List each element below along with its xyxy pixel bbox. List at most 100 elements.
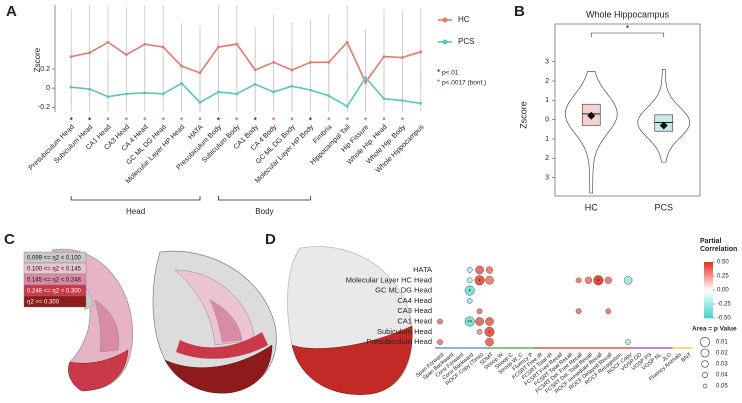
size-legend-label: 0.05: [716, 384, 728, 390]
significance-star: *: [401, 115, 405, 125]
bubble: [464, 285, 475, 296]
violin: [637, 69, 691, 163]
colorbar-segment: [704, 272, 713, 275]
series-point: [345, 40, 349, 44]
series-point: [419, 102, 423, 105]
size-legend-circle: [699, 336, 711, 348]
colorbar-tick-label: 0.25: [717, 274, 729, 280]
row-label: Molecular Layer HC Head: [346, 275, 432, 284]
series-point: [401, 56, 404, 59]
brain-rendering-d: [287, 246, 413, 395]
group-label: Body: [255, 207, 273, 216]
bubble: [437, 339, 443, 345]
chart-title: Whole Hippocampus: [586, 9, 670, 19]
bubble: [476, 308, 483, 315]
series-point: [309, 88, 312, 92]
legend-label: 0.145 <= η2 < 0.248: [27, 277, 82, 283]
row-label: CA3 Head: [397, 306, 432, 315]
plot-area: [69, 5, 423, 112]
row-label: GC ML DG Head: [375, 286, 432, 295]
significance-star: *: [345, 115, 349, 125]
size-legend-circle: [701, 360, 709, 368]
series-point: [161, 45, 165, 49]
column-label: BNT: [680, 352, 693, 364]
size-legend-label: 0.04: [716, 373, 728, 379]
significance-legend-symbol: *: [437, 68, 440, 77]
colorbar-segment: [704, 284, 713, 287]
bubble-star: *: [488, 331, 491, 337]
legend-swatch-point: [442, 17, 448, 23]
legend-swatch-point: [442, 39, 448, 45]
bubble: [474, 275, 485, 286]
series-point: [401, 99, 404, 102]
panel-label: C: [4, 231, 15, 248]
column-label: JLO: [661, 352, 673, 364]
colorbar-segment: [704, 298, 713, 301]
y-tick-label: 0.2: [40, 66, 50, 73]
y-tick-label: 0: [545, 116, 549, 123]
significance-star: *: [69, 115, 73, 125]
bubble-star: *: [597, 279, 600, 285]
group-label: Head: [126, 207, 145, 216]
significance-star: *: [253, 115, 257, 125]
colorbar-segment: [704, 276, 713, 279]
y-tick-label: 3: [545, 174, 549, 181]
mean-diamond: [587, 111, 596, 120]
series-point: [345, 104, 349, 108]
series-point: [382, 55, 386, 58]
series-point: [69, 85, 73, 89]
series-point: [143, 91, 147, 95]
series-point: [180, 81, 184, 85]
series-point: [106, 40, 110, 44]
series-point: [217, 90, 220, 94]
y-tick-label: 0: [46, 85, 50, 92]
panel-label: D: [265, 231, 276, 248]
series-line: [71, 40, 422, 84]
colorbar-segment: [704, 302, 713, 305]
legend-swatch: [23, 295, 87, 308]
significance-star: *: [106, 115, 110, 125]
series-point: [272, 60, 275, 64]
legend-label: η2 >= 0.300: [27, 299, 60, 305]
colorbar-segment: [704, 280, 713, 283]
legend-label: PCS: [458, 37, 474, 46]
x-tick-label: PCS: [654, 202, 673, 212]
series-point: [253, 68, 257, 72]
size-legend-circle: [702, 372, 708, 378]
significance-star: *: [161, 115, 165, 125]
bubble: [625, 339, 631, 345]
bubble: [623, 275, 633, 285]
colorbar-segment: [704, 310, 713, 313]
bubble: [593, 275, 604, 286]
bubble: [575, 277, 582, 284]
colorbar-segment: [704, 270, 713, 273]
group-bracket: [70, 196, 201, 201]
colorbar-segment: [704, 262, 713, 265]
significance-legend-symbol: *: [437, 78, 440, 87]
colorbar-segment: [704, 294, 713, 297]
series-point: [88, 87, 91, 91]
significance-star: *: [309, 115, 313, 125]
significance-legend-text: p<.0017 (bonf.): [442, 80, 486, 87]
series-point: [382, 97, 386, 101]
colorbar-segment: [704, 296, 713, 299]
y-tick-label: -0.2: [38, 104, 50, 111]
series-line: [71, 76, 421, 108]
colorbar-segment: [704, 274, 713, 277]
bubble: [475, 317, 484, 326]
bubble: [464, 316, 475, 327]
significance-star: *: [626, 23, 630, 33]
bubble: [484, 326, 495, 337]
colorbar-segment: [704, 306, 713, 309]
significance-star: *: [290, 115, 294, 125]
colorbar-segment: [704, 316, 713, 319]
series-point: [327, 94, 331, 98]
series-point: [235, 92, 239, 96]
colorbar-segment: [704, 292, 713, 295]
row-label: CA4 Head: [397, 296, 432, 305]
series-point: [180, 64, 184, 68]
series-point: [309, 60, 312, 64]
series-point: [143, 42, 147, 46]
series-point: [217, 45, 220, 49]
